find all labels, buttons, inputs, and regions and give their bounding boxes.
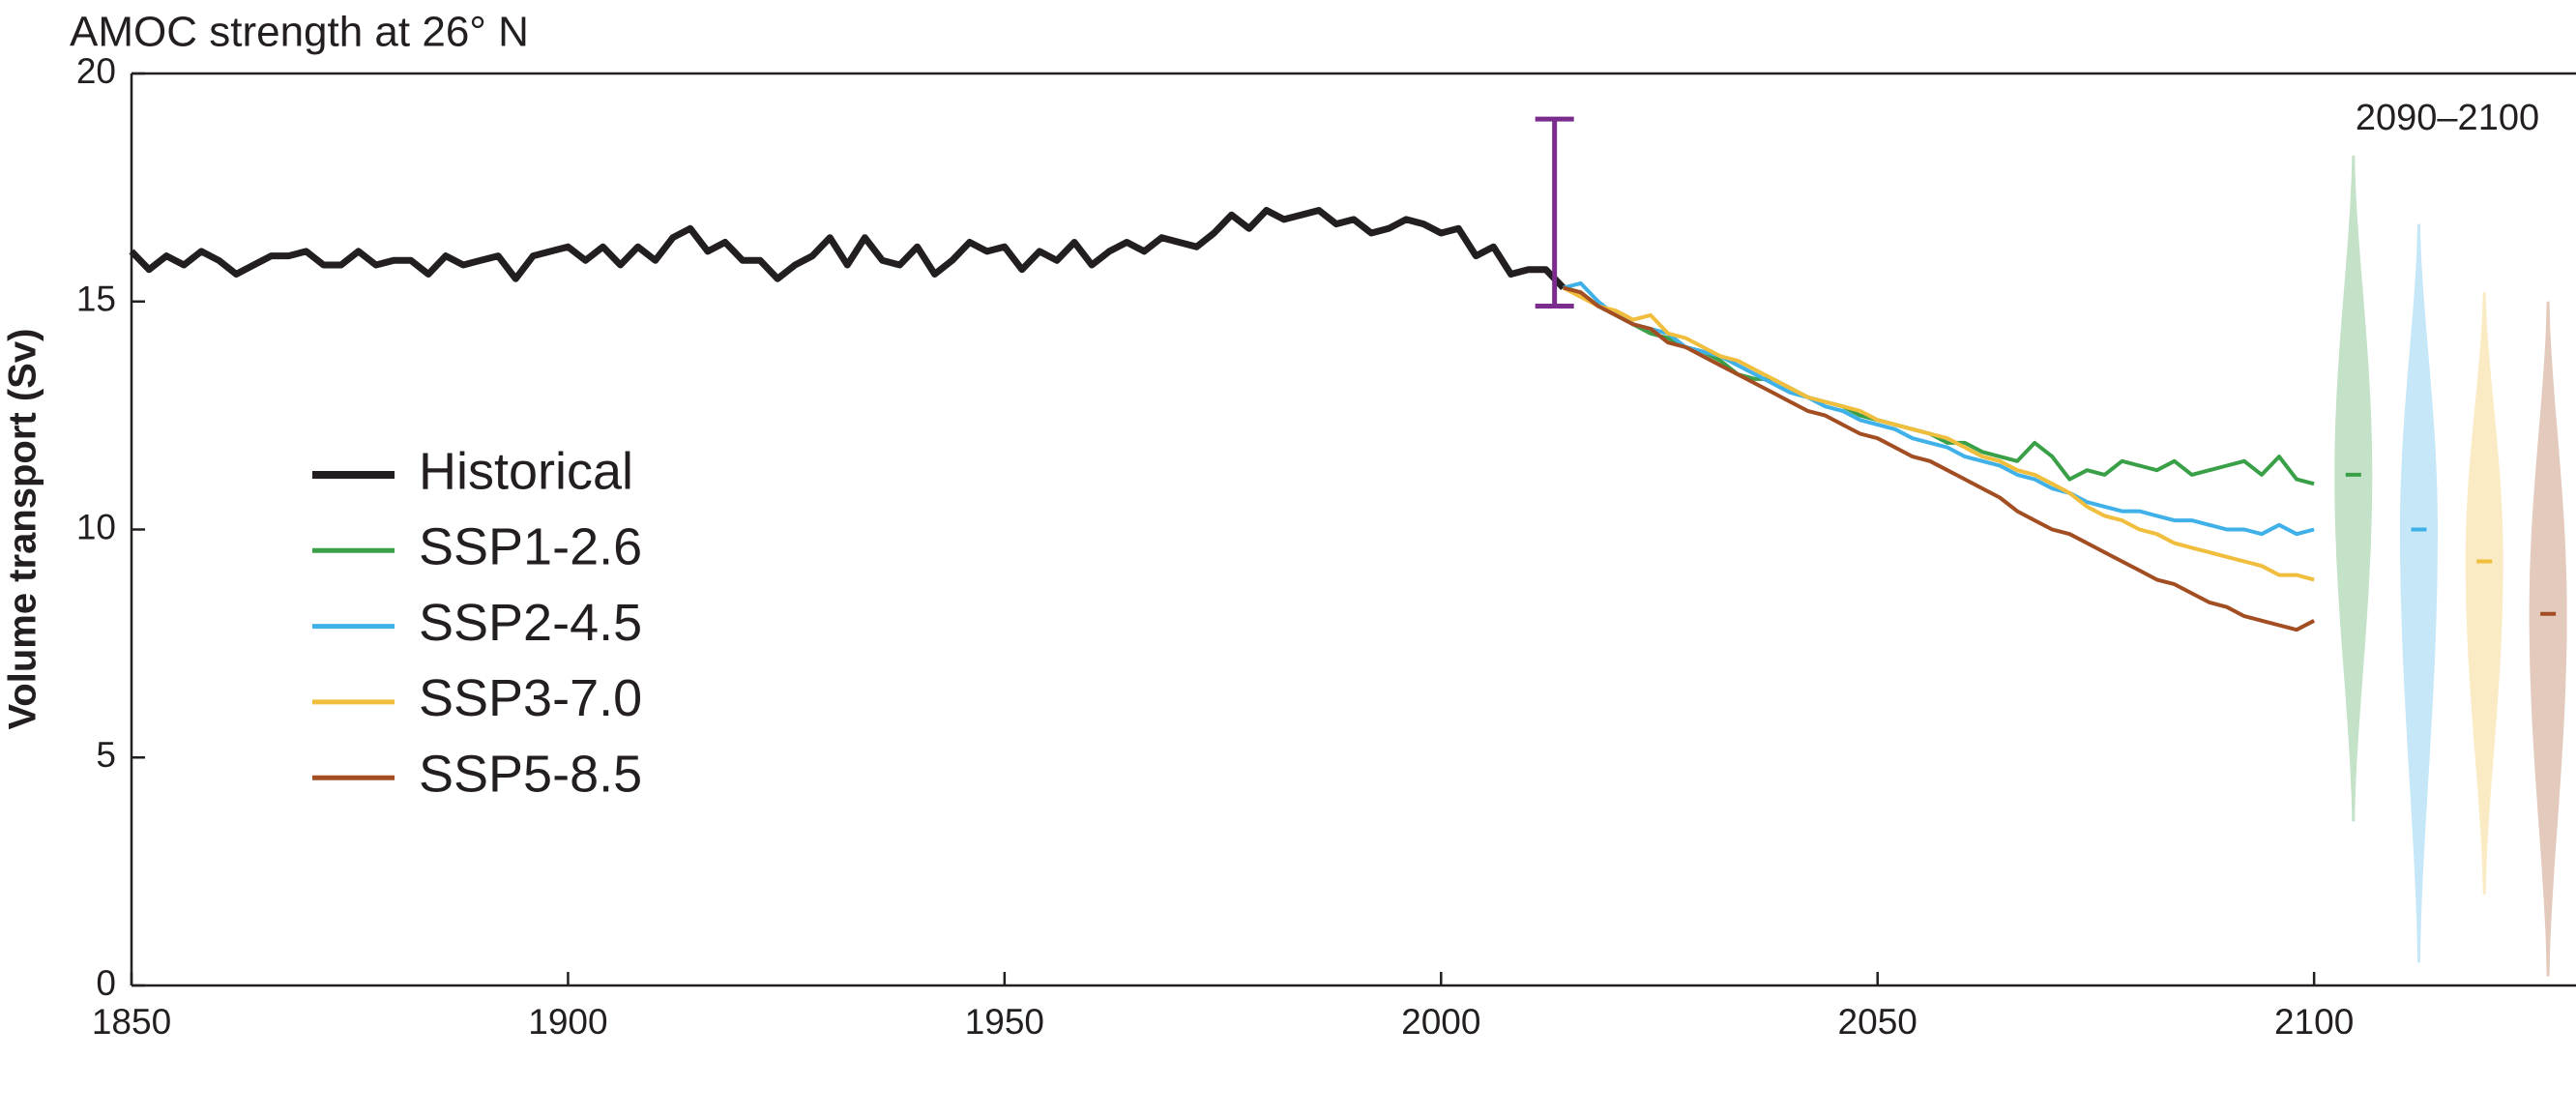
- x-tick-label: 2050: [1838, 1002, 1917, 1042]
- annotation: 2090–2100: [2356, 98, 2539, 138]
- chart-title: AMOC strength at 26° N: [70, 9, 529, 56]
- y-axis-label: Volume transport (Sv): [2, 329, 44, 730]
- y-tick-label: 20: [76, 51, 116, 91]
- y-tick-label: 5: [96, 735, 116, 775]
- data-line: [1563, 285, 2315, 486]
- x-tick-label: 2100: [2274, 1002, 2354, 1042]
- x-tick-label: 1950: [965, 1002, 1044, 1042]
- y-tick-label: 15: [76, 279, 116, 319]
- data-line: [129, 207, 1566, 291]
- x-tick-label: 1900: [528, 1002, 607, 1042]
- x-tick-label: 2000: [1401, 1002, 1480, 1042]
- data-line: [1562, 285, 2315, 582]
- error-bar: [1535, 116, 1574, 309]
- legend-label: Historical: [419, 442, 633, 500]
- violin: [2465, 292, 2503, 895]
- legend-label: SSP2-4.5: [419, 594, 642, 652]
- violin: [2400, 223, 2438, 963]
- data-line: [1563, 285, 2316, 632]
- legend-label: SSP1-2.6: [419, 518, 642, 576]
- y-tick-label: 0: [96, 963, 116, 1003]
- y-tick-label: 10: [76, 507, 116, 546]
- x-tick-label: 1850: [92, 1002, 171, 1042]
- violin: [2334, 155, 2373, 822]
- violin: [2529, 301, 2567, 977]
- data-line: [1563, 280, 2315, 537]
- legend-label: SSP3-7.0: [419, 669, 642, 727]
- legend-label: SSP5-8.5: [419, 745, 642, 803]
